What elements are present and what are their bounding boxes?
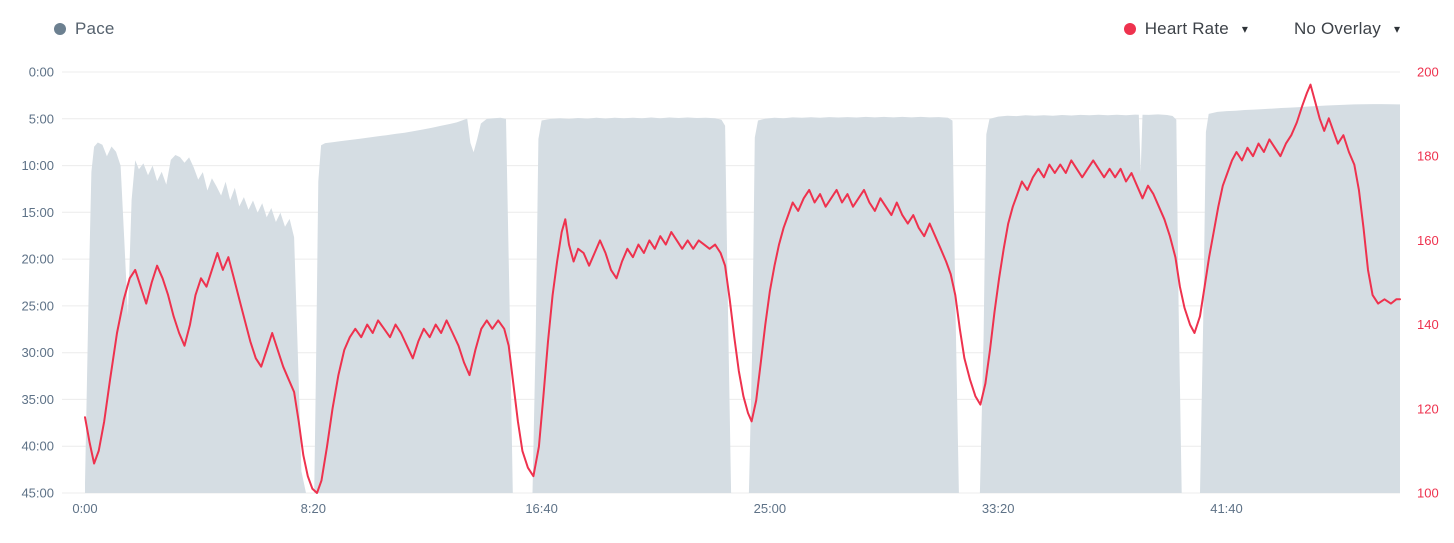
chart-legend-bar: Pace Heart Rate ▾ No Overlay ▾ <box>0 0 1454 58</box>
chevron-down-icon: ▾ <box>1393 22 1400 36</box>
y-axis-left-tick-label: 15:00 <box>21 205 54 220</box>
x-axis-tick-label: 0:00 <box>72 501 97 516</box>
y-axis-left-tick-label: 30:00 <box>21 345 54 360</box>
heart-rate-dot-icon <box>1123 23 1136 35</box>
chevron-down-icon: ▾ <box>1241 22 1248 36</box>
overlay-dropdown[interactable]: No Overlay ▾ <box>1294 19 1400 39</box>
y-axis-right-tick-label: 200 <box>1417 65 1439 80</box>
x-axis-tick-label: 16:40 <box>525 501 558 516</box>
y-axis-right-tick-label: 160 <box>1417 233 1439 248</box>
y-axis-left-tick-label: 20:00 <box>21 252 54 267</box>
x-axis-tick-label: 41:40 <box>1210 501 1243 516</box>
x-axis-tick-label: 33:20 <box>982 501 1015 516</box>
overlay-dropdown-label: No Overlay <box>1293 19 1381 38</box>
legend-controls: Heart Rate ▾ No Overlay ▾ <box>1123 19 1400 39</box>
y-axis-left-tick-label: 25:00 <box>21 298 54 313</box>
y-axis-left-tick-label: 10:00 <box>21 158 54 173</box>
heart-rate-dropdown[interactable]: Heart Rate ▾ <box>1123 19 1248 39</box>
pace-legend-label: Pace <box>75 19 115 38</box>
pace-legend: Pace <box>54 19 115 39</box>
y-axis-left-tick-label: 35:00 <box>21 392 54 407</box>
y-axis-left-tick-label: 45:00 <box>21 486 54 501</box>
pace-area <box>85 104 1400 493</box>
y-axis-right-tick-label: 120 <box>1417 401 1439 416</box>
y-axis-left-tick-label: 0:00 <box>29 65 54 80</box>
pace-dot-icon <box>54 23 66 35</box>
x-axis-tick-label: 8:20 <box>301 501 326 516</box>
y-axis-right-tick-label: 140 <box>1417 317 1439 332</box>
y-axis-right-tick-label: 180 <box>1417 149 1439 164</box>
y-axis-left-tick-label: 5:00 <box>29 111 54 126</box>
y-axis-right-tick-label: 100 <box>1417 486 1439 501</box>
y-axis-left-tick-label: 40:00 <box>21 439 54 454</box>
x-axis-tick-label: 25:00 <box>754 501 787 516</box>
heart-rate-dropdown-label: Heart Rate <box>1144 19 1229 38</box>
heart-rate-line <box>84 83 1401 494</box>
